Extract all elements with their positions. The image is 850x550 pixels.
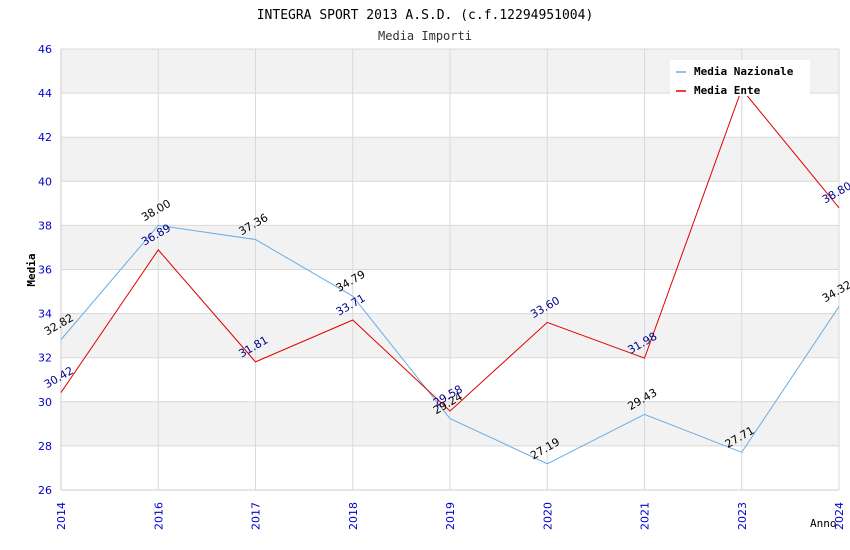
series-lines	[60, 88, 840, 465]
chart-title: INTEGRA SPORT 2013 A.S.D. (c.f.122949510…	[257, 8, 594, 23]
y-tick-label: 28	[38, 440, 52, 453]
x-tick-label: 2018	[347, 502, 360, 530]
x-axis-label: Anno	[810, 517, 837, 530]
axes	[60, 49, 839, 491]
legend-label-media-ente: Media Ente	[694, 84, 761, 97]
legend: Media Nazionale Media Ente	[670, 60, 810, 97]
y-tick-label: 38	[38, 219, 52, 232]
x-tick-label: 2020	[541, 502, 554, 530]
y-tick-label: 46	[38, 43, 52, 56]
y-tick-labels: 26 28 30 32 34 36 38 40 42 44 46	[38, 43, 52, 497]
legend-box	[670, 60, 810, 96]
y-tick-label: 32	[38, 352, 52, 365]
x-tick-label: 2014	[55, 502, 68, 530]
series-line-media-nazionale	[60, 224, 840, 465]
x-tick-labels: 2014 2016 2017 2018 2019 2020 2021 2023 2024	[55, 502, 846, 530]
y-tick-label: 42	[38, 131, 52, 144]
x-tick-label: 2019	[444, 502, 457, 530]
y-axis-label: Media	[25, 253, 38, 286]
y-tick-label: 36	[38, 264, 52, 277]
x-tick-label: 2017	[250, 502, 263, 530]
legend-label-media-nazionale: Media Nazionale	[694, 65, 794, 78]
y-tick-label: 34	[38, 308, 52, 321]
y-tick-label: 30	[38, 396, 52, 409]
x-tick-label: 2023	[736, 502, 749, 530]
y-tick-label: 26	[38, 484, 52, 497]
x-tick-label: 2024	[833, 502, 846, 530]
chart-subtitle: Media Importi	[378, 29, 472, 43]
y-tick-label: 44	[38, 87, 52, 100]
x-tick-label: 2016	[152, 502, 165, 530]
y-tick-label: 40	[38, 175, 52, 188]
series-line-media-ente	[60, 88, 840, 412]
x-tick-label: 2021	[639, 502, 652, 530]
